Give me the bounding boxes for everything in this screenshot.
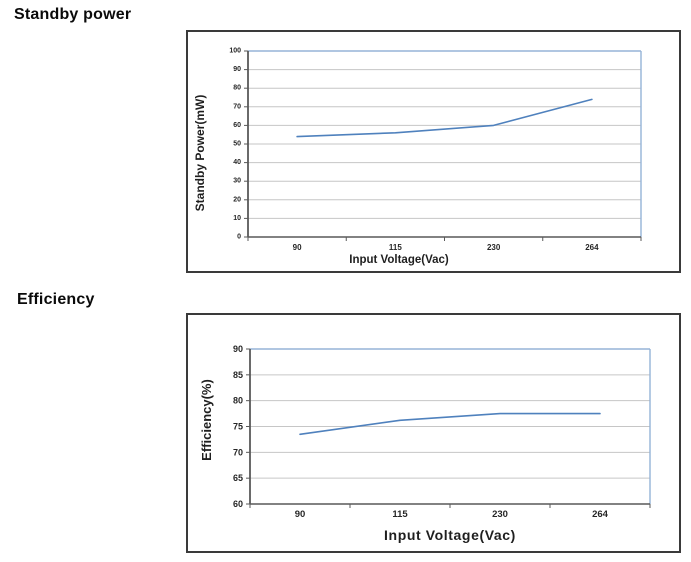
series-line bbox=[296, 98, 593, 138]
x-axis-tick-label: 264 bbox=[592, 509, 609, 520]
y-axis-tick-label: 90 bbox=[233, 344, 243, 354]
x-axis-title: Input Voltage(Vac) bbox=[349, 254, 449, 266]
y-axis-tick-label: 80 bbox=[233, 85, 241, 92]
x-axis-tick-label: 115 bbox=[389, 243, 402, 252]
y-axis-tick-label: 70 bbox=[233, 447, 243, 457]
y-axis-tick-label: 50 bbox=[233, 141, 241, 148]
standby-power-chart-canvas: 0 10 20 30 40 50 60 70 80 90 100 90 115 230 264 Input V… bbox=[193, 48, 642, 266]
y-axis-tick-label: 90 bbox=[233, 66, 241, 73]
y-axis-tick-label: 75 bbox=[233, 422, 243, 432]
y-axis-tick-label: 70 bbox=[233, 103, 241, 110]
y-axis-tick-label: 60 bbox=[233, 122, 241, 129]
x-axis-tick-label: 90 bbox=[293, 243, 302, 252]
section-heading-standby-power: Standby power bbox=[14, 6, 132, 23]
efficiency-chart-canvas: 60 65 70 75 80 85 90 90 115 230 264 Input Voltage(V… bbox=[199, 344, 651, 543]
y-axis-tick-label: 80 bbox=[233, 396, 243, 406]
x-axis-tick-label: 264 bbox=[585, 243, 599, 252]
x-axis-tick-label: 115 bbox=[392, 509, 408, 520]
y-axis-tick-label: 60 bbox=[233, 499, 243, 509]
y-axis-tick-label: 10 bbox=[233, 215, 241, 222]
y-axis-tick-label: 40 bbox=[233, 159, 241, 166]
x-axis-title: Input Voltage(Vac) bbox=[384, 527, 516, 543]
section-heading-efficiency: Efficiency bbox=[17, 291, 95, 308]
standby-power-chart: 0 10 20 30 40 50 60 70 80 90 100 90 115 230 264 Input V… bbox=[186, 30, 681, 273]
y-axis-tick-label: 0 bbox=[237, 234, 241, 241]
x-axis-tick-label: 230 bbox=[487, 243, 501, 252]
series-line bbox=[299, 412, 601, 436]
y-axis-tick-label: 30 bbox=[233, 178, 241, 185]
x-axis-tick-label: 90 bbox=[295, 509, 306, 520]
y-axis-tick-label: 85 bbox=[233, 370, 243, 380]
y-axis-title: Efficiency(%) bbox=[199, 379, 214, 461]
y-axis-tick-label: 100 bbox=[229, 48, 241, 55]
y-axis-tick-label: 20 bbox=[233, 196, 241, 203]
y-axis-title: Standby Power(mW) bbox=[193, 95, 207, 212]
efficiency-chart: 60 65 70 75 80 85 90 90 115 230 264 Input Voltage(V… bbox=[186, 313, 681, 553]
y-axis-tick-label: 65 bbox=[233, 473, 243, 483]
x-axis-tick-label: 230 bbox=[492, 509, 508, 520]
